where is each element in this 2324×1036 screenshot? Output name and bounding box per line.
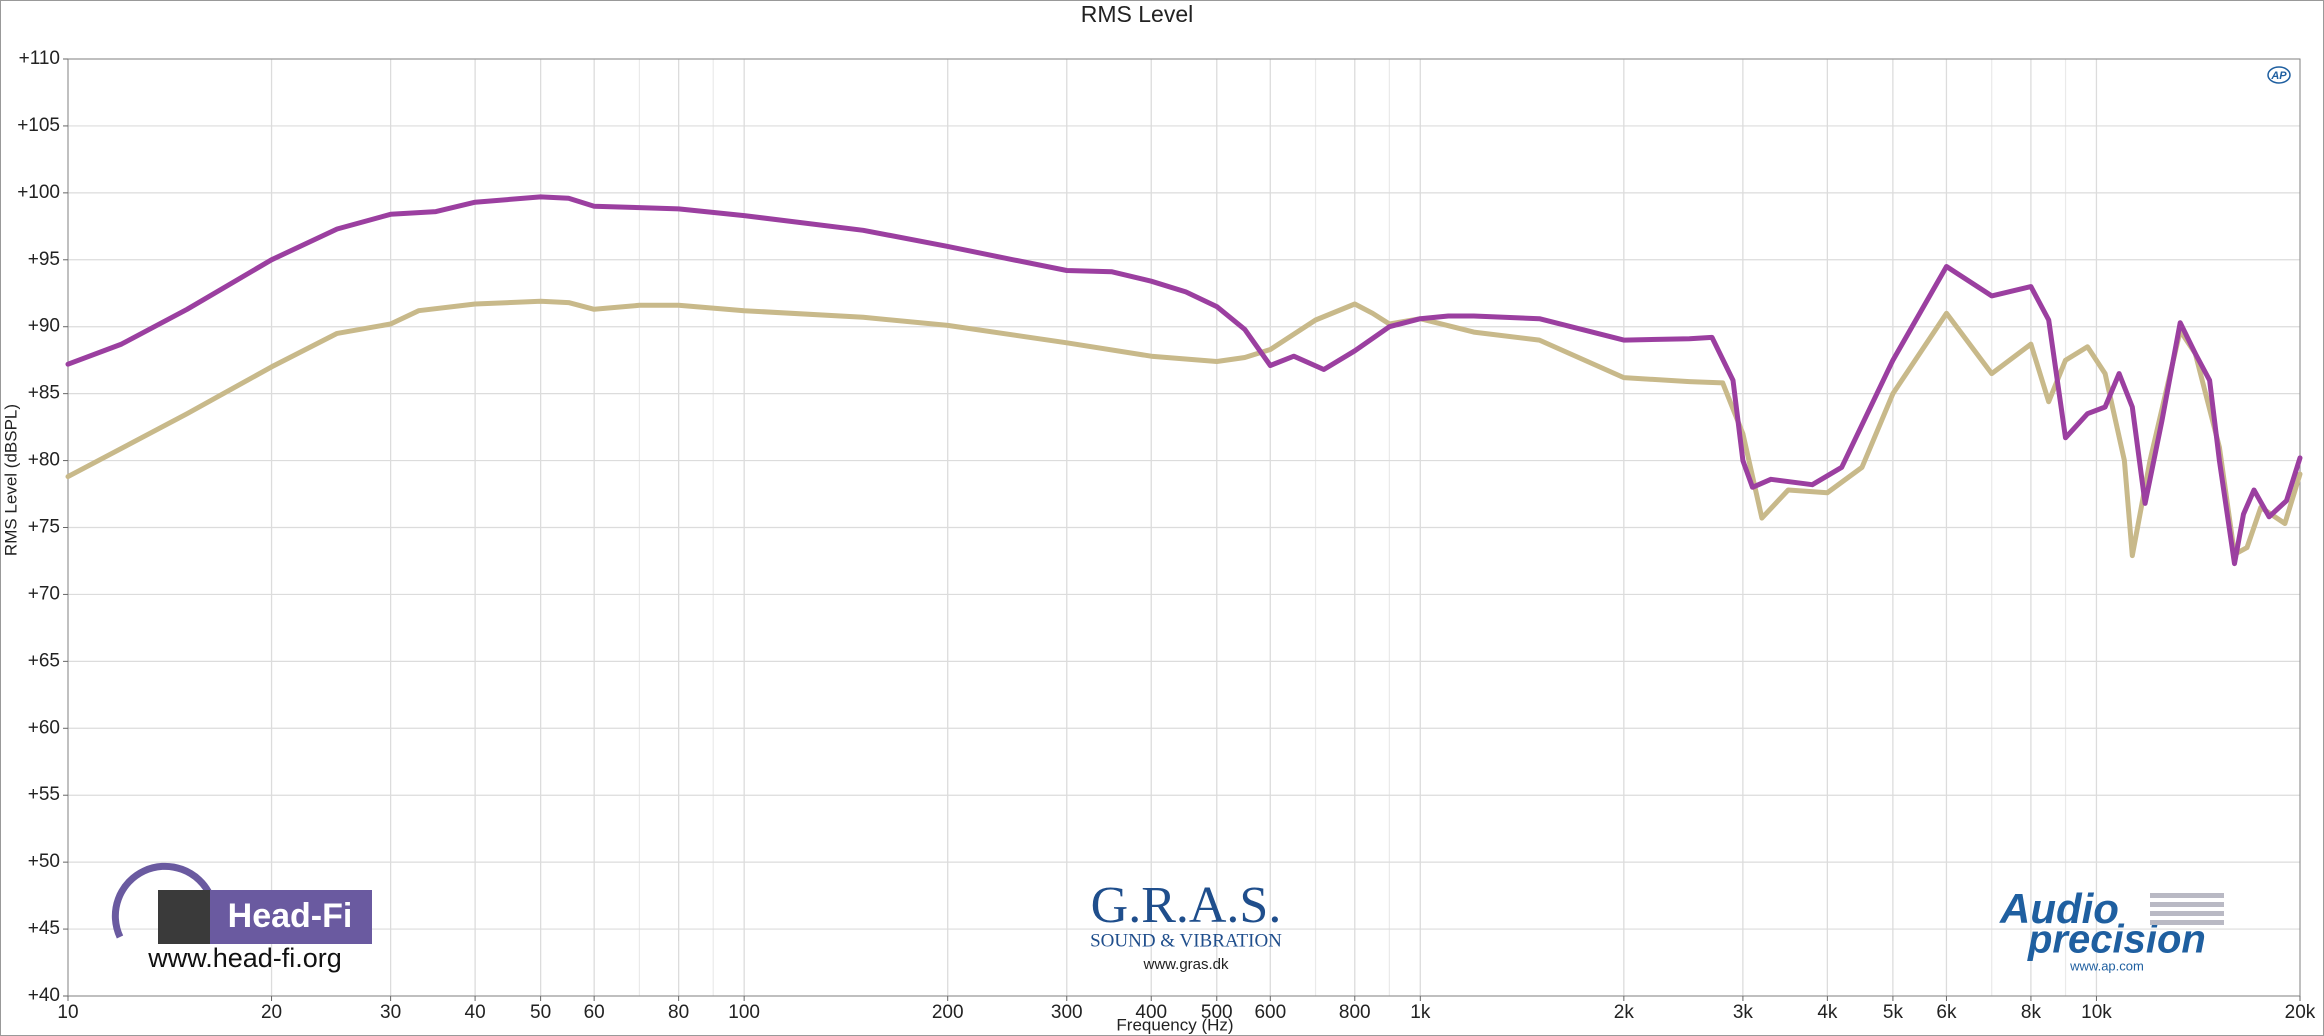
y-tick-label: +55 <box>28 784 60 805</box>
x-tick-label: 4k <box>1817 1002 1838 1023</box>
y-tick-label: +70 <box>28 583 60 604</box>
series-line <box>65 298 2303 559</box>
x-tick-label: 6k <box>1936 1002 1957 1023</box>
grid <box>67 58 2301 997</box>
x-tick-label: 30 <box>380 1002 401 1023</box>
x-tick-label: 2k <box>1614 1002 1635 1023</box>
y-tick-label: +45 <box>28 918 60 939</box>
chart-title: RMS Level <box>1081 1 1193 27</box>
ap-logo: Audio precision www.ap.com AP <box>1999 66 2291 973</box>
ap-line1: Audio <box>1999 885 2119 932</box>
x-tick-label: 80 <box>668 1002 689 1023</box>
x-tick-label: 200 <box>932 1002 964 1023</box>
x-tick-label: 10 <box>57 1002 78 1023</box>
x-tick-label: 800 <box>1339 1002 1371 1023</box>
x-tick-label: 600 <box>1254 1002 1286 1023</box>
gras-logo: G.R.A.S. SOUND & VIBRATION www.gras.dk <box>1090 877 1282 973</box>
ap-badge-text: AP <box>2270 70 2287 82</box>
x-tick-label: 20k <box>2285 1002 2316 1023</box>
y-tick-label: +105 <box>17 115 60 136</box>
series-line <box>65 194 2303 567</box>
x-tick-label: 400 <box>1135 1002 1167 1023</box>
x-tick-label: 300 <box>1051 1002 1083 1023</box>
y-tick-label: +110 <box>19 48 60 69</box>
y-tick-label: +75 <box>28 517 60 538</box>
headfi-url: www.head-fi.org <box>147 943 342 973</box>
x-tick-label: 1k <box>1410 1002 1431 1023</box>
x-tick-label: 50 <box>530 1002 551 1023</box>
y-tick-label: +50 <box>28 851 60 872</box>
x-tick-label: 60 <box>584 1002 605 1023</box>
y-tick-label: +40 <box>28 985 60 1006</box>
x-tick-label: 20 <box>261 1002 282 1023</box>
gras-name: G.R.A.S. <box>1091 877 1282 934</box>
ap-bars <box>2150 893 2224 925</box>
y-axis-label: RMS Level (dBSPL) <box>1 404 20 556</box>
gras-tagline: SOUND & VIBRATION <box>1090 930 1282 951</box>
x-tick-label: 100 <box>728 1002 760 1023</box>
y-tick-label: +65 <box>28 650 60 671</box>
headfi-logo: Head-Fi www.head-fi.org <box>111 862 372 973</box>
x-tick-label: 500 <box>1201 1002 1233 1023</box>
x-tick-label: 10k <box>2081 1002 2112 1023</box>
headphone-band <box>111 862 214 939</box>
x-tick-label: 5k <box>1883 1002 1904 1023</box>
x-axis-label: Frequency (Hz) <box>1116 1015 1233 1034</box>
x-tick-label: 40 <box>465 1002 486 1023</box>
x-tick-label: 3k <box>1733 1002 1754 1023</box>
y-tick-label: +80 <box>28 450 60 471</box>
gras-url: www.gras.dk <box>1142 956 1229 973</box>
x-tick-label: 8k <box>2021 1002 2042 1023</box>
ap-badge <box>2267 66 2291 84</box>
logo-box <box>210 890 372 944</box>
y-tick-label: +95 <box>28 249 60 270</box>
y-tick-label: +100 <box>17 182 60 203</box>
y-tick-label: +85 <box>28 383 60 404</box>
y-tick-label: +90 <box>28 316 60 337</box>
ap-url: www.ap.com <box>2069 958 2144 973</box>
y-tick-label: +60 <box>28 717 60 738</box>
lines <box>65 194 2303 567</box>
headfi-name: Head-Fi <box>228 897 353 935</box>
